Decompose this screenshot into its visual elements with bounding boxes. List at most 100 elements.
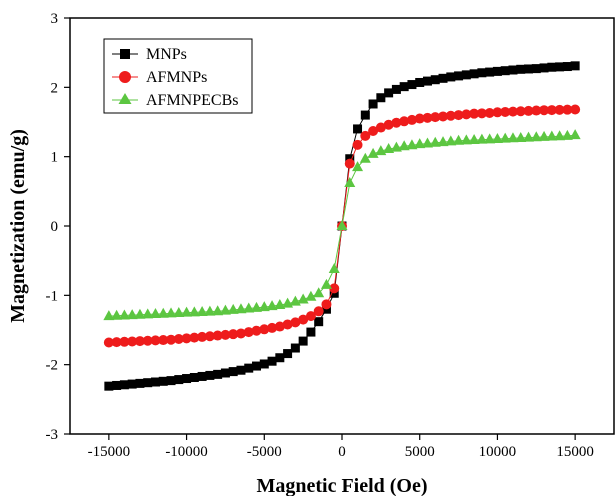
data-point (212, 305, 224, 316)
data-point (460, 134, 472, 145)
data-point (445, 110, 456, 121)
y-axis-title: Magnetization (emu/g) (7, 129, 29, 323)
x-tick-label: 0 (338, 444, 346, 460)
x-axis-ticks: -15000 -10000 -5000 0 5000 10000 15000 (88, 434, 594, 460)
y-tick-label: 2 (51, 80, 59, 96)
data-point (227, 303, 239, 314)
data-point (290, 343, 300, 353)
data-point (313, 287, 325, 298)
data-point (539, 63, 549, 73)
data-point (104, 381, 114, 391)
data-point (166, 376, 176, 386)
x-tick-label: -15000 (88, 444, 131, 460)
data-point (546, 105, 557, 116)
data-point (421, 137, 433, 148)
data-point (259, 324, 270, 335)
data-point (477, 68, 487, 78)
data-point (298, 314, 309, 325)
data-point (236, 365, 246, 375)
y-axis-ticks: -3 -2 -1 0 1 2 3 (46, 11, 70, 443)
data-point (415, 77, 425, 87)
data-point (375, 122, 386, 133)
data-point (235, 303, 247, 314)
data-point (414, 138, 426, 149)
data-point (150, 335, 161, 346)
data-point (266, 300, 278, 311)
data-point (515, 106, 526, 117)
data-point (562, 104, 573, 115)
data-point (219, 304, 231, 315)
x-tick-label: 10000 (479, 444, 517, 460)
data-point (189, 332, 200, 343)
data-point (476, 133, 488, 144)
data-point (399, 82, 409, 92)
data-point (546, 130, 558, 141)
series-afmnps (103, 104, 581, 348)
data-point (118, 309, 130, 320)
data-point (352, 139, 363, 150)
data-point (189, 372, 199, 382)
y-tick-label: -1 (46, 288, 59, 304)
data-point (274, 299, 286, 310)
data-point (445, 135, 457, 146)
data-point (352, 161, 364, 172)
data-point (150, 377, 160, 387)
legend-marker-square (120, 49, 130, 59)
data-point (367, 147, 379, 158)
data-point (274, 321, 285, 332)
data-point (251, 325, 262, 336)
data-point (165, 307, 177, 318)
legend-item-afmnps: AFMNPs (112, 69, 207, 86)
data-point (554, 104, 565, 115)
data-point (429, 136, 441, 147)
data-point (127, 379, 137, 389)
data-point (390, 141, 402, 152)
data-point (205, 370, 215, 380)
data-point (359, 152, 371, 163)
data-point (283, 349, 293, 359)
y-tick-label: -3 (46, 427, 59, 443)
data-point (391, 117, 402, 128)
data-point (492, 66, 502, 76)
series-afmnpecbs (103, 129, 581, 321)
data-point (453, 110, 464, 121)
data-point (290, 317, 301, 328)
data-point (516, 64, 526, 74)
data-point (484, 107, 495, 118)
data-point (499, 132, 511, 143)
data-point (228, 367, 238, 377)
data-point (166, 334, 177, 345)
data-point (243, 302, 255, 313)
data-point (469, 69, 479, 79)
data-point (111, 337, 122, 348)
data-point (507, 132, 519, 143)
data-point (515, 131, 527, 142)
data-point (453, 134, 465, 145)
data-point (454, 71, 464, 81)
data-point (204, 305, 216, 316)
x-tick-label: 15000 (556, 444, 594, 460)
data-point (368, 126, 379, 137)
data-point (539, 105, 550, 116)
data-point (305, 290, 317, 301)
data-point (313, 306, 324, 317)
data-point (305, 311, 316, 322)
data-point (531, 64, 541, 74)
data-point (446, 72, 456, 82)
data-point (135, 378, 145, 388)
data-point (157, 307, 169, 318)
data-point (531, 105, 542, 116)
y-tick-label: 0 (51, 219, 59, 235)
data-point (368, 99, 378, 109)
legend-label: MNPs (146, 46, 187, 63)
data-point (212, 330, 223, 341)
legend-item-afmnpecbs: AFMNPECBs (112, 92, 238, 109)
data-point (306, 327, 316, 337)
data-point (149, 308, 161, 319)
data-point (407, 80, 417, 90)
data-point (235, 328, 246, 339)
data-point (158, 376, 168, 386)
data-point (500, 106, 511, 117)
data-point (469, 108, 480, 119)
data-point (142, 308, 154, 319)
